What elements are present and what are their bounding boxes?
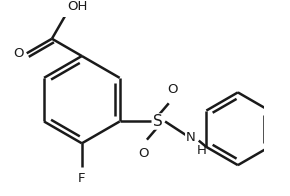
Text: O: O: [138, 147, 148, 160]
Text: O: O: [167, 83, 178, 96]
Text: S: S: [153, 114, 163, 129]
Text: O: O: [14, 47, 24, 60]
Text: OH: OH: [67, 0, 88, 13]
Text: N: N: [186, 131, 195, 144]
Text: H: H: [197, 144, 207, 157]
Text: F: F: [78, 172, 86, 185]
